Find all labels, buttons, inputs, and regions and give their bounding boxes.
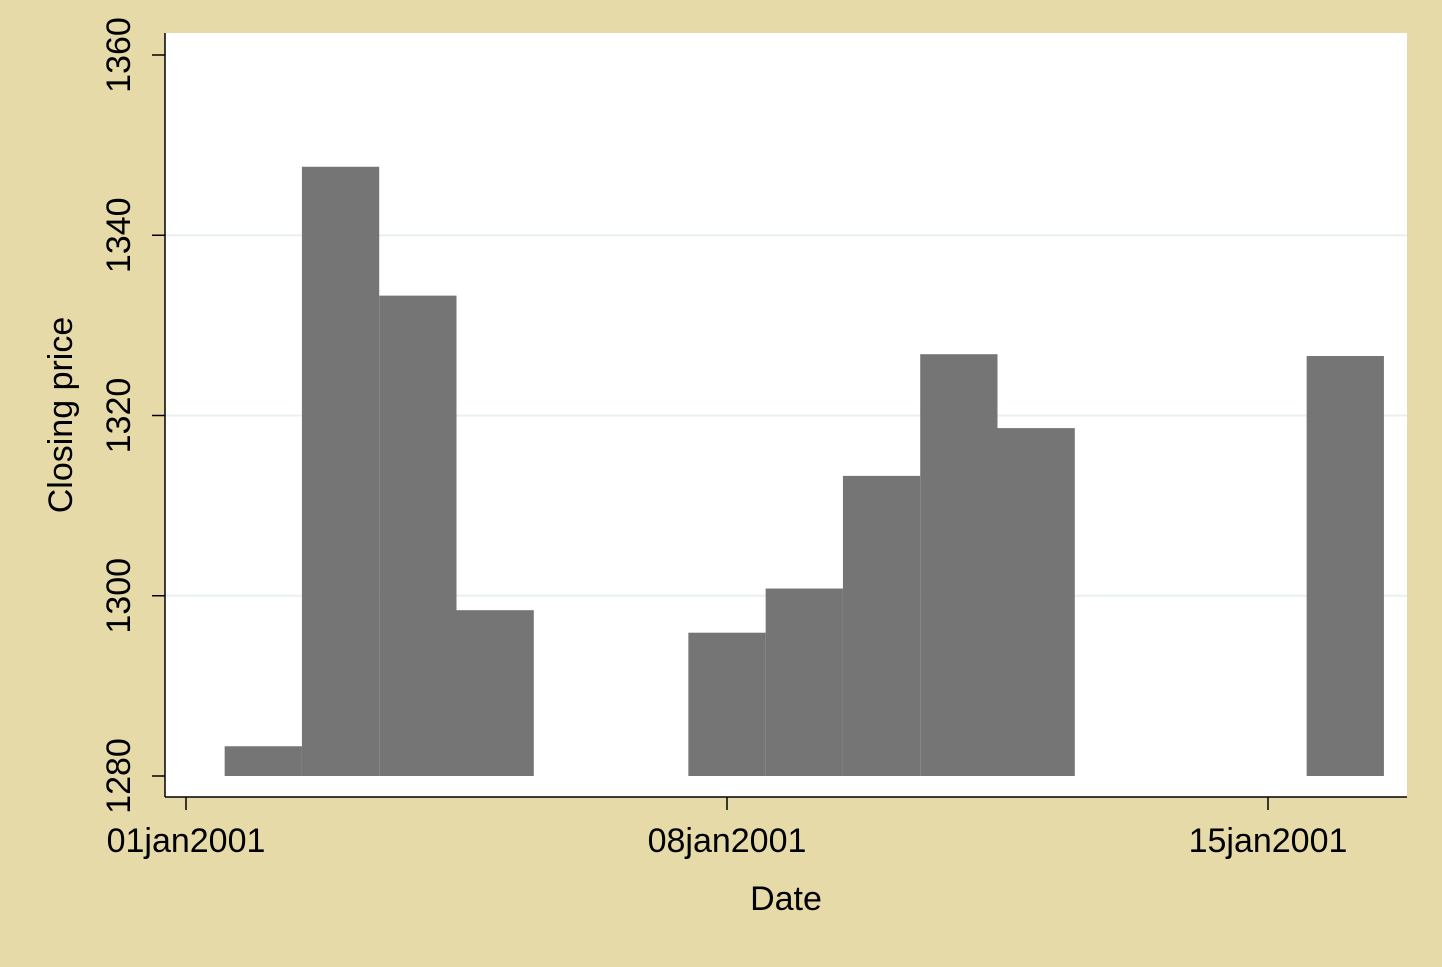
y-axis-label: Closing price [42,317,80,514]
bar-09jan2001 [765,588,843,776]
bar-02jan2001 [224,746,302,776]
bar-11jan2001 [920,354,998,776]
x-ticks: 01jan2001 08jan2001 15jan2001 [107,797,1348,860]
y-tick-label: 1300 [100,558,138,634]
bar-12jan2001 [997,428,1075,776]
y-tick-label: 1320 [100,378,138,454]
bar-10jan2001 [842,475,921,776]
y-tick-label: 1280 [100,738,138,814]
bar-05jan2001 [456,610,534,776]
bar-08jan2001 [688,632,766,776]
bar-04jan2001 [379,295,457,776]
y-tick-label: 1360 [100,17,138,93]
bar-16jan2001 [1306,356,1384,776]
y-tick-label: 1340 [100,197,138,273]
x-axis-label: Date [750,880,822,918]
x-tick-label: 15jan2001 [1189,822,1348,860]
x-tick-label: 08jan2001 [648,822,807,860]
x-tick-label: 01jan2001 [107,822,266,860]
y-ticks: 1280 1300 1320 1340 1360 [100,17,165,814]
bars [224,166,1384,776]
bar-03jan2001 [301,166,380,776]
